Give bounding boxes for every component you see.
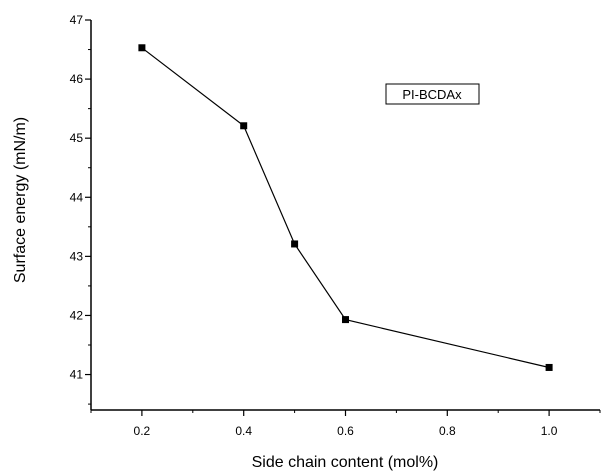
data-point — [342, 316, 349, 324]
annotation-label: PI-BCDAx — [402, 87, 462, 102]
y-tick-label: 44 — [70, 190, 84, 204]
x-axis-title: Side chain content (mol%) — [252, 454, 439, 471]
y-tick-label: 41 — [70, 368, 84, 382]
y-axis-title: Surface energy (mN/m) — [12, 117, 29, 283]
y-tick-label: 43 — [70, 249, 84, 263]
annotation-box: PI-BCDAx — [385, 83, 480, 105]
x-tick-label: 0.2 — [134, 424, 151, 438]
y-tick-label: 46 — [70, 72, 84, 86]
y-ticks: 41 42 43 44 45 46 47 — [70, 13, 91, 405]
series-layer — [138, 44, 553, 371]
y-tick-label: 45 — [70, 131, 84, 145]
data-point — [138, 44, 146, 52]
x-tick-label: 1.0 — [541, 424, 558, 438]
y-tick-label: 47 — [70, 13, 84, 27]
x-tick-label: 0.6 — [337, 424, 354, 438]
data-point — [545, 363, 553, 371]
annotation-frame — [385, 83, 480, 105]
y-tick-label: 42 — [70, 308, 84, 322]
x-tick-label: 0.4 — [235, 424, 252, 438]
x-ticks: 0.2 0.4 0.6 0.8 1.0 — [90, 410, 601, 438]
data-point — [240, 122, 248, 130]
x-tick-label: 0.8 — [439, 424, 456, 438]
axes: 41 42 43 44 45 46 47 0.2 0.4 0.6 0.8 1.0 — [70, 13, 601, 438]
data-point — [291, 240, 299, 248]
